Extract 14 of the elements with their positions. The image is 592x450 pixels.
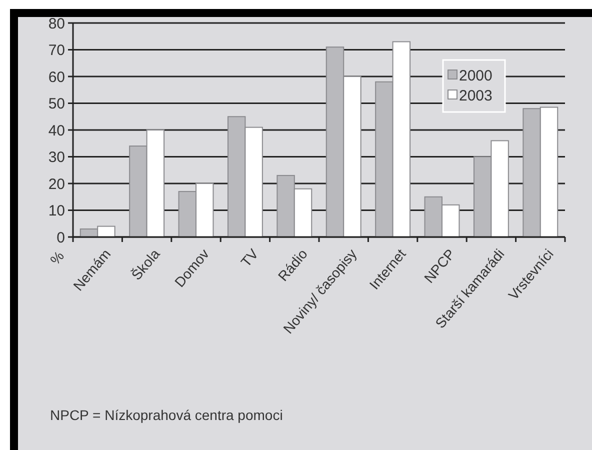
- y-tick-label: 20: [48, 176, 65, 193]
- y-tick-label: 80: [48, 15, 65, 32]
- legend-label: 2000: [459, 67, 492, 84]
- y-tick-label: 50: [48, 96, 65, 112]
- y-tick-label: 40: [48, 122, 65, 140]
- legend-label: 2003: [459, 87, 492, 104]
- y-tick-label: 10: [48, 202, 65, 220]
- y-axis-title: %: [46, 248, 68, 268]
- y-tick-label: 30: [48, 149, 65, 166]
- y-tick-label: 0: [56, 229, 65, 246]
- x-tick-label: TV: [237, 245, 262, 270]
- text: NPCP = Nízkoprahová centra pomoci: [50, 407, 283, 423]
- y-tick-label: 60: [48, 68, 65, 86]
- y-tick-label: 70: [48, 42, 65, 59]
